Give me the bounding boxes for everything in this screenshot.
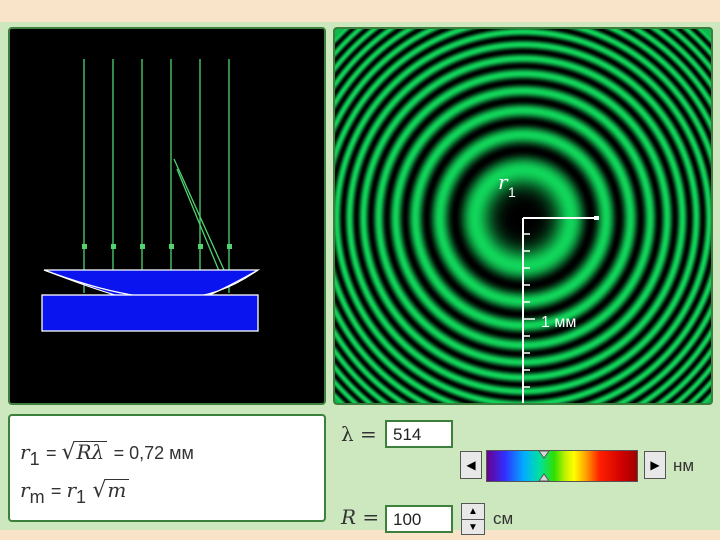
formula-result: = 0,72 мм (113, 443, 194, 463)
lambda-unit: нм (673, 456, 695, 475)
reflected-ray (173, 158, 230, 282)
lambda-increase-button[interactable]: ▶ (644, 451, 666, 479)
formula-root-term: Rλ (74, 441, 108, 462)
sqrt-icon: √ (61, 440, 76, 465)
app-window: r 1 1 мм r1 = √Rλ = 0,72 мм rm = r1 √m λ… (0, 22, 720, 535)
reflected-ray (176, 168, 225, 284)
ruler-ticks (523, 233, 535, 388)
lambda-input[interactable]: 514 (385, 420, 453, 448)
slider-thumb[interactable] (537, 450, 551, 482)
arrow-left-icon: ◀ (466, 458, 476, 472)
spinner-up-icon[interactable]: ▲ (462, 504, 484, 520)
radius-label: r (498, 170, 509, 194)
r-spinner[interactable]: ▲ ▼ (461, 503, 485, 535)
sqrt-icon: √ (92, 478, 107, 503)
lambda-label: λ = (341, 422, 377, 446)
newton-rings-panel: r 1 1 мм (333, 27, 713, 405)
r-label: R = (341, 505, 380, 529)
formula-symbol: r (66, 478, 76, 502)
formula-line-1: r1 = √Rλ = 0,72 мм (20, 440, 194, 469)
newton-rings-image: r 1 1 мм (335, 29, 711, 403)
formula-symbol: r (20, 478, 30, 502)
radius-label-subscript: 1 (508, 184, 516, 200)
formula-subscript: 1 (29, 449, 40, 469)
r-input[interactable]: 100 (385, 505, 453, 533)
lens-diagram (41, 59, 261, 332)
spinner-down-icon[interactable]: ▼ (468, 522, 478, 533)
formula-subscript: 1 (76, 487, 87, 507)
lens-diagram-panel (8, 27, 326, 405)
formula-line-2: rm = r1 √m (20, 478, 130, 507)
formula-panel: r1 = √Rλ = 0,72 мм rm = r1 √m (8, 414, 326, 522)
glass-plate (41, 294, 259, 332)
scale-label: 1 мм (541, 314, 576, 331)
formula-root-term: m (105, 479, 130, 500)
arrow-right-icon: ▶ (650, 458, 660, 472)
lambda-decrease-button[interactable]: ◀ (460, 451, 482, 479)
formula-symbol: r (20, 440, 30, 464)
controls-panel: λ = 514 ◀ ▶ нм R = 100 ▲ ▼ см (333, 417, 713, 535)
r-unit: см (493, 509, 514, 528)
formula-subscript: m (29, 487, 45, 507)
